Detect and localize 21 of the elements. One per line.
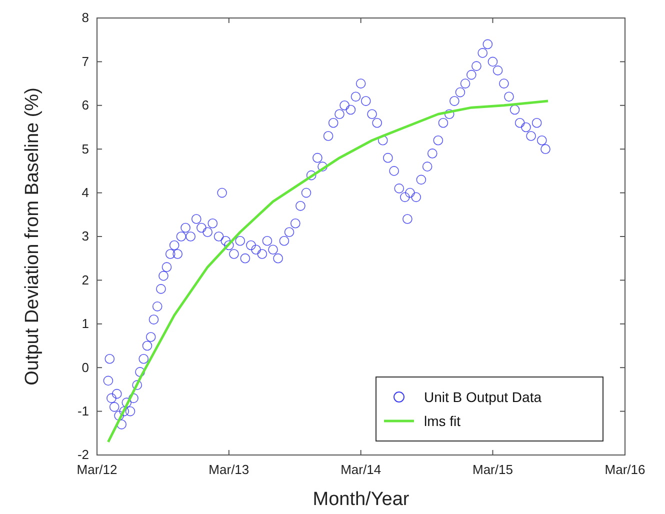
x-tick-label: Mar/13 [208, 462, 250, 478]
x-tick-label: Mar/15 [472, 462, 513, 478]
y-tick-label: 0 [82, 360, 89, 375]
line-series [106, 100, 550, 444]
y-tick-label: 4 [82, 184, 89, 200]
x-tick-label: Mar/14 [340, 462, 382, 478]
y-tick-label: 8 [82, 10, 89, 26]
y-tick-label: 7 [82, 54, 89, 69]
y-tick-label: 6 [82, 98, 89, 113]
x-tick-label: Mar/16 [604, 462, 646, 478]
y-tick-label: 2 [82, 272, 89, 288]
y-tick-label: 1 [82, 316, 89, 332]
legend-label: lms fit [424, 413, 461, 429]
x-axis-title: Month/Year [312, 489, 410, 510]
y-tick-label: 3 [82, 228, 89, 244]
y-axis-title: Output Deviation from Baseline (%) [22, 88, 43, 386]
y-tick-label: -2 [77, 447, 89, 462]
y-tick-label: 5 [82, 141, 89, 156]
y-tick-label: -1 [77, 403, 89, 418]
x-tick-label: Mar/12 [76, 462, 118, 478]
legend-label: Unit B Output Data [424, 389, 542, 405]
